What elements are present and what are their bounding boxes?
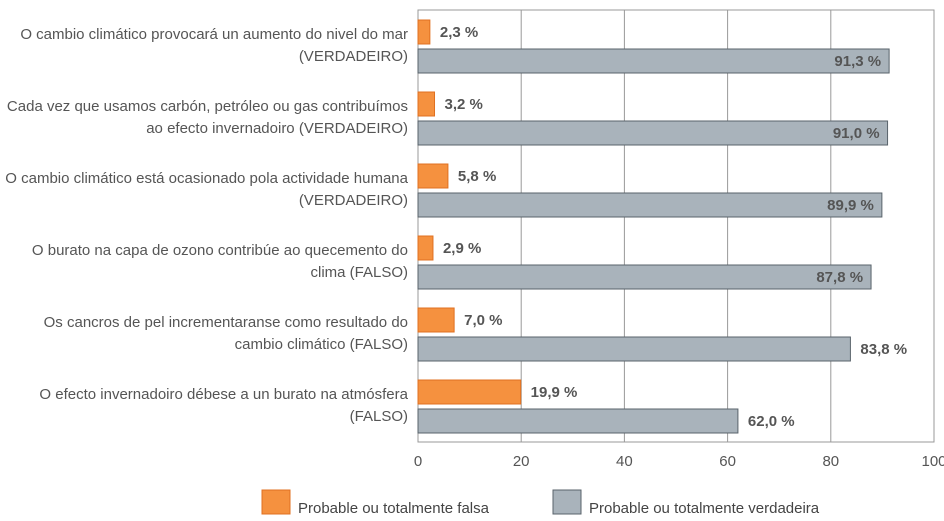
bar bbox=[417, 307, 455, 333]
x-tick-label: 80 bbox=[822, 453, 839, 470]
value-label: 62,0 % bbox=[748, 413, 795, 430]
legend-label: Probable ou totalmente falsa bbox=[298, 500, 490, 517]
category-label: O cambio climático provocará un aumento … bbox=[20, 26, 408, 65]
value-label: 91,0 % bbox=[833, 125, 880, 142]
x-tick-label: 0 bbox=[414, 453, 422, 470]
value-label: 91,3 % bbox=[834, 53, 881, 70]
x-tick-label: 20 bbox=[513, 453, 530, 470]
legend-label: Probable ou totalmente verdadeira bbox=[589, 500, 820, 517]
legend-swatch bbox=[261, 489, 291, 515]
category-label: O efecto invernadoiro débese a un burato… bbox=[39, 386, 408, 425]
plot-frame bbox=[417, 9, 935, 443]
bar bbox=[417, 120, 889, 146]
value-label: 19,9 % bbox=[531, 384, 578, 401]
x-tick-label: 40 bbox=[616, 453, 633, 470]
bar bbox=[417, 91, 436, 117]
value-label: 2,9 % bbox=[443, 240, 481, 257]
x-tick-label: 100 bbox=[921, 453, 944, 470]
value-label: 5,8 % bbox=[458, 168, 496, 185]
bar bbox=[417, 192, 883, 218]
category-label: Os cancros de pel incrementaranse como r… bbox=[43, 314, 408, 353]
value-label: 2,3 % bbox=[440, 24, 478, 41]
value-label: 87,8 % bbox=[816, 269, 863, 286]
bar bbox=[417, 336, 851, 362]
bar bbox=[417, 264, 872, 290]
category-label: O burato na capa de ozono contribúe ao q… bbox=[31, 242, 408, 281]
x-tick-label: 60 bbox=[719, 453, 736, 470]
bar bbox=[417, 19, 431, 45]
legend-swatch bbox=[552, 489, 582, 515]
category-label: O cambio climático está ocasionado pola … bbox=[5, 170, 408, 209]
value-label: 3,2 % bbox=[445, 96, 483, 113]
bar bbox=[417, 235, 434, 261]
value-label: 89,9 % bbox=[827, 197, 874, 214]
bar bbox=[417, 408, 739, 434]
bar bbox=[417, 48, 890, 74]
value-label: 83,8 % bbox=[860, 341, 907, 358]
value-label: 7,0 % bbox=[464, 312, 502, 329]
bar bbox=[417, 163, 449, 189]
category-label: Cada vez que usamos carbón, petróleo ou … bbox=[6, 98, 408, 137]
bar bbox=[417, 379, 522, 405]
